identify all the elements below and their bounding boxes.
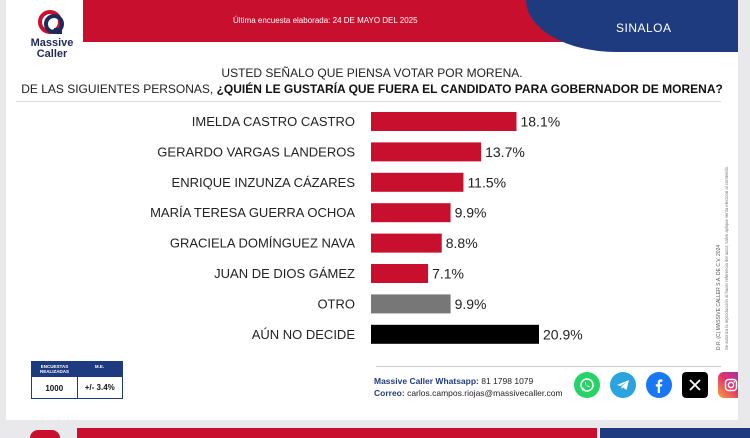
brand-name-line1: Massive <box>30 37 74 49</box>
copyright-line2: Se autoriza la reproducción al hacer ref… <box>724 166 729 350</box>
whatsapp-icon[interactable] <box>574 372 600 398</box>
massive-caller-logo: Massive Caller <box>26 8 78 64</box>
bar <box>371 264 429 283</box>
category-label: OTRO <box>317 296 355 311</box>
stats-values: 1000 +/- 3.4% <box>32 377 122 399</box>
stats-header-margin: M.E. <box>94 364 105 369</box>
footer-divider <box>376 366 721 367</box>
value-label: 8.8% <box>446 235 478 251</box>
bar <box>371 172 464 192</box>
category-label: GERARDO VARGAS LANDEROS <box>157 144 355 159</box>
bar <box>371 324 539 344</box>
whatsapp-label: Massive Caller Whatsapp: <box>374 376 479 386</box>
category-label: AÚN NO DECIDE <box>252 327 356 342</box>
stats-header-surveys: ENCUESTAS REALIZADAS <box>40 364 69 374</box>
category-label: GRACIELA DOMÍNGUEZ NAVA <box>170 236 355 251</box>
value-label: 7.1% <box>432 266 464 282</box>
header-divider <box>16 101 721 102</box>
value-label: 9.9% <box>455 296 487 312</box>
question-line2-prefix: DE LAS SIGUIENTES PERSONAS, <box>21 82 217 96</box>
category-label: MARÍA TERESA GUERRA OCHOA <box>150 205 355 220</box>
survey-date: Última encuesta elaborada: 24 DE MAYO DE… <box>233 16 418 25</box>
bar-chart: IMELDA CASTRO CASTRO 18.1% GERARDO VARGAS … <box>150 112 583 344</box>
x-icon[interactable] <box>682 372 708 398</box>
value-label: 18.1% <box>520 114 560 130</box>
brand-name-line2: Caller <box>36 48 68 60</box>
telegram-icon[interactable] <box>610 372 636 398</box>
category-label: JUAN DE DIOS GÁMEZ <box>214 266 355 281</box>
copyright-vertical-text: D.R. (C) MASSIVE CALLER S.A. DE C.V. 202… <box>716 166 729 350</box>
bar <box>371 294 451 314</box>
stats-header: ENCUESTAS REALIZADAS M.E. <box>32 362 122 377</box>
stats-margin-value: +/- 3.4% <box>76 377 123 399</box>
facebook-icon[interactable] <box>646 372 672 398</box>
logo-mark-icon <box>38 10 64 34</box>
bar <box>371 233 442 253</box>
whatsapp-line: Massive Caller Whatsapp: 81 1798 1079 <box>374 375 563 387</box>
survey-card: Última encuesta elaborada: 24 DE MAYO DE… <box>6 0 738 420</box>
category-label: IMELDA CASTRO CASTRO <box>192 114 355 129</box>
header-red-band: Última encuesta elaborada: 24 DE MAYO DE… <box>83 0 603 42</box>
next-slide-blue-band <box>600 428 750 438</box>
email-line: Correo: carlos.campos.riojas@massivecall… <box>374 387 563 399</box>
question-line2-bold: ¿QUIÉN LE GUSTARÍA QUE FUERA EL CANDIDAT… <box>216 82 723 96</box>
question-line1: USTED SEÑALO QUE PIENSA VOTAR POR MORENA… <box>221 66 523 80</box>
value-label: 20.9% <box>543 326 583 342</box>
bar <box>371 112 517 131</box>
value-label: 9.9% <box>455 205 487 221</box>
contact-info: Massive Caller Whatsapp: 81 1798 1079 Co… <box>374 375 563 399</box>
stats-surveys-value: 1000 <box>45 383 64 393</box>
bar <box>371 142 482 162</box>
question-line2: DE LAS SIGUIENTES PERSONAS, ¿QUIÉN LE GU… <box>6 82 738 96</box>
value-label: 11.5% <box>467 174 506 190</box>
next-slide-red-band <box>77 428 597 438</box>
instagram-icon[interactable] <box>718 372 738 398</box>
social-icons <box>574 372 738 398</box>
next-slide-logo-icon <box>30 430 60 438</box>
whatsapp-number[interactable]: 81 1798 1079 <box>481 376 534 386</box>
category-label: ENRIQUE INZUNZA CÁZARES <box>172 175 356 190</box>
copyright-line1: D.R. (C) MASSIVE CALLER S.A. DE C.V. 202… <box>716 245 722 350</box>
region-label: SINALOA <box>616 21 672 35</box>
value-label: 13.7% <box>485 144 525 160</box>
email-label: Correo: <box>374 388 405 398</box>
email-address[interactable]: carlos.campos.riojas@massivecaller.com <box>407 388 563 398</box>
bar <box>371 203 451 223</box>
survey-stats-box: ENCUESTAS REALIZADAS M.E. 1000 +/- 3.4% <box>31 361 123 399</box>
